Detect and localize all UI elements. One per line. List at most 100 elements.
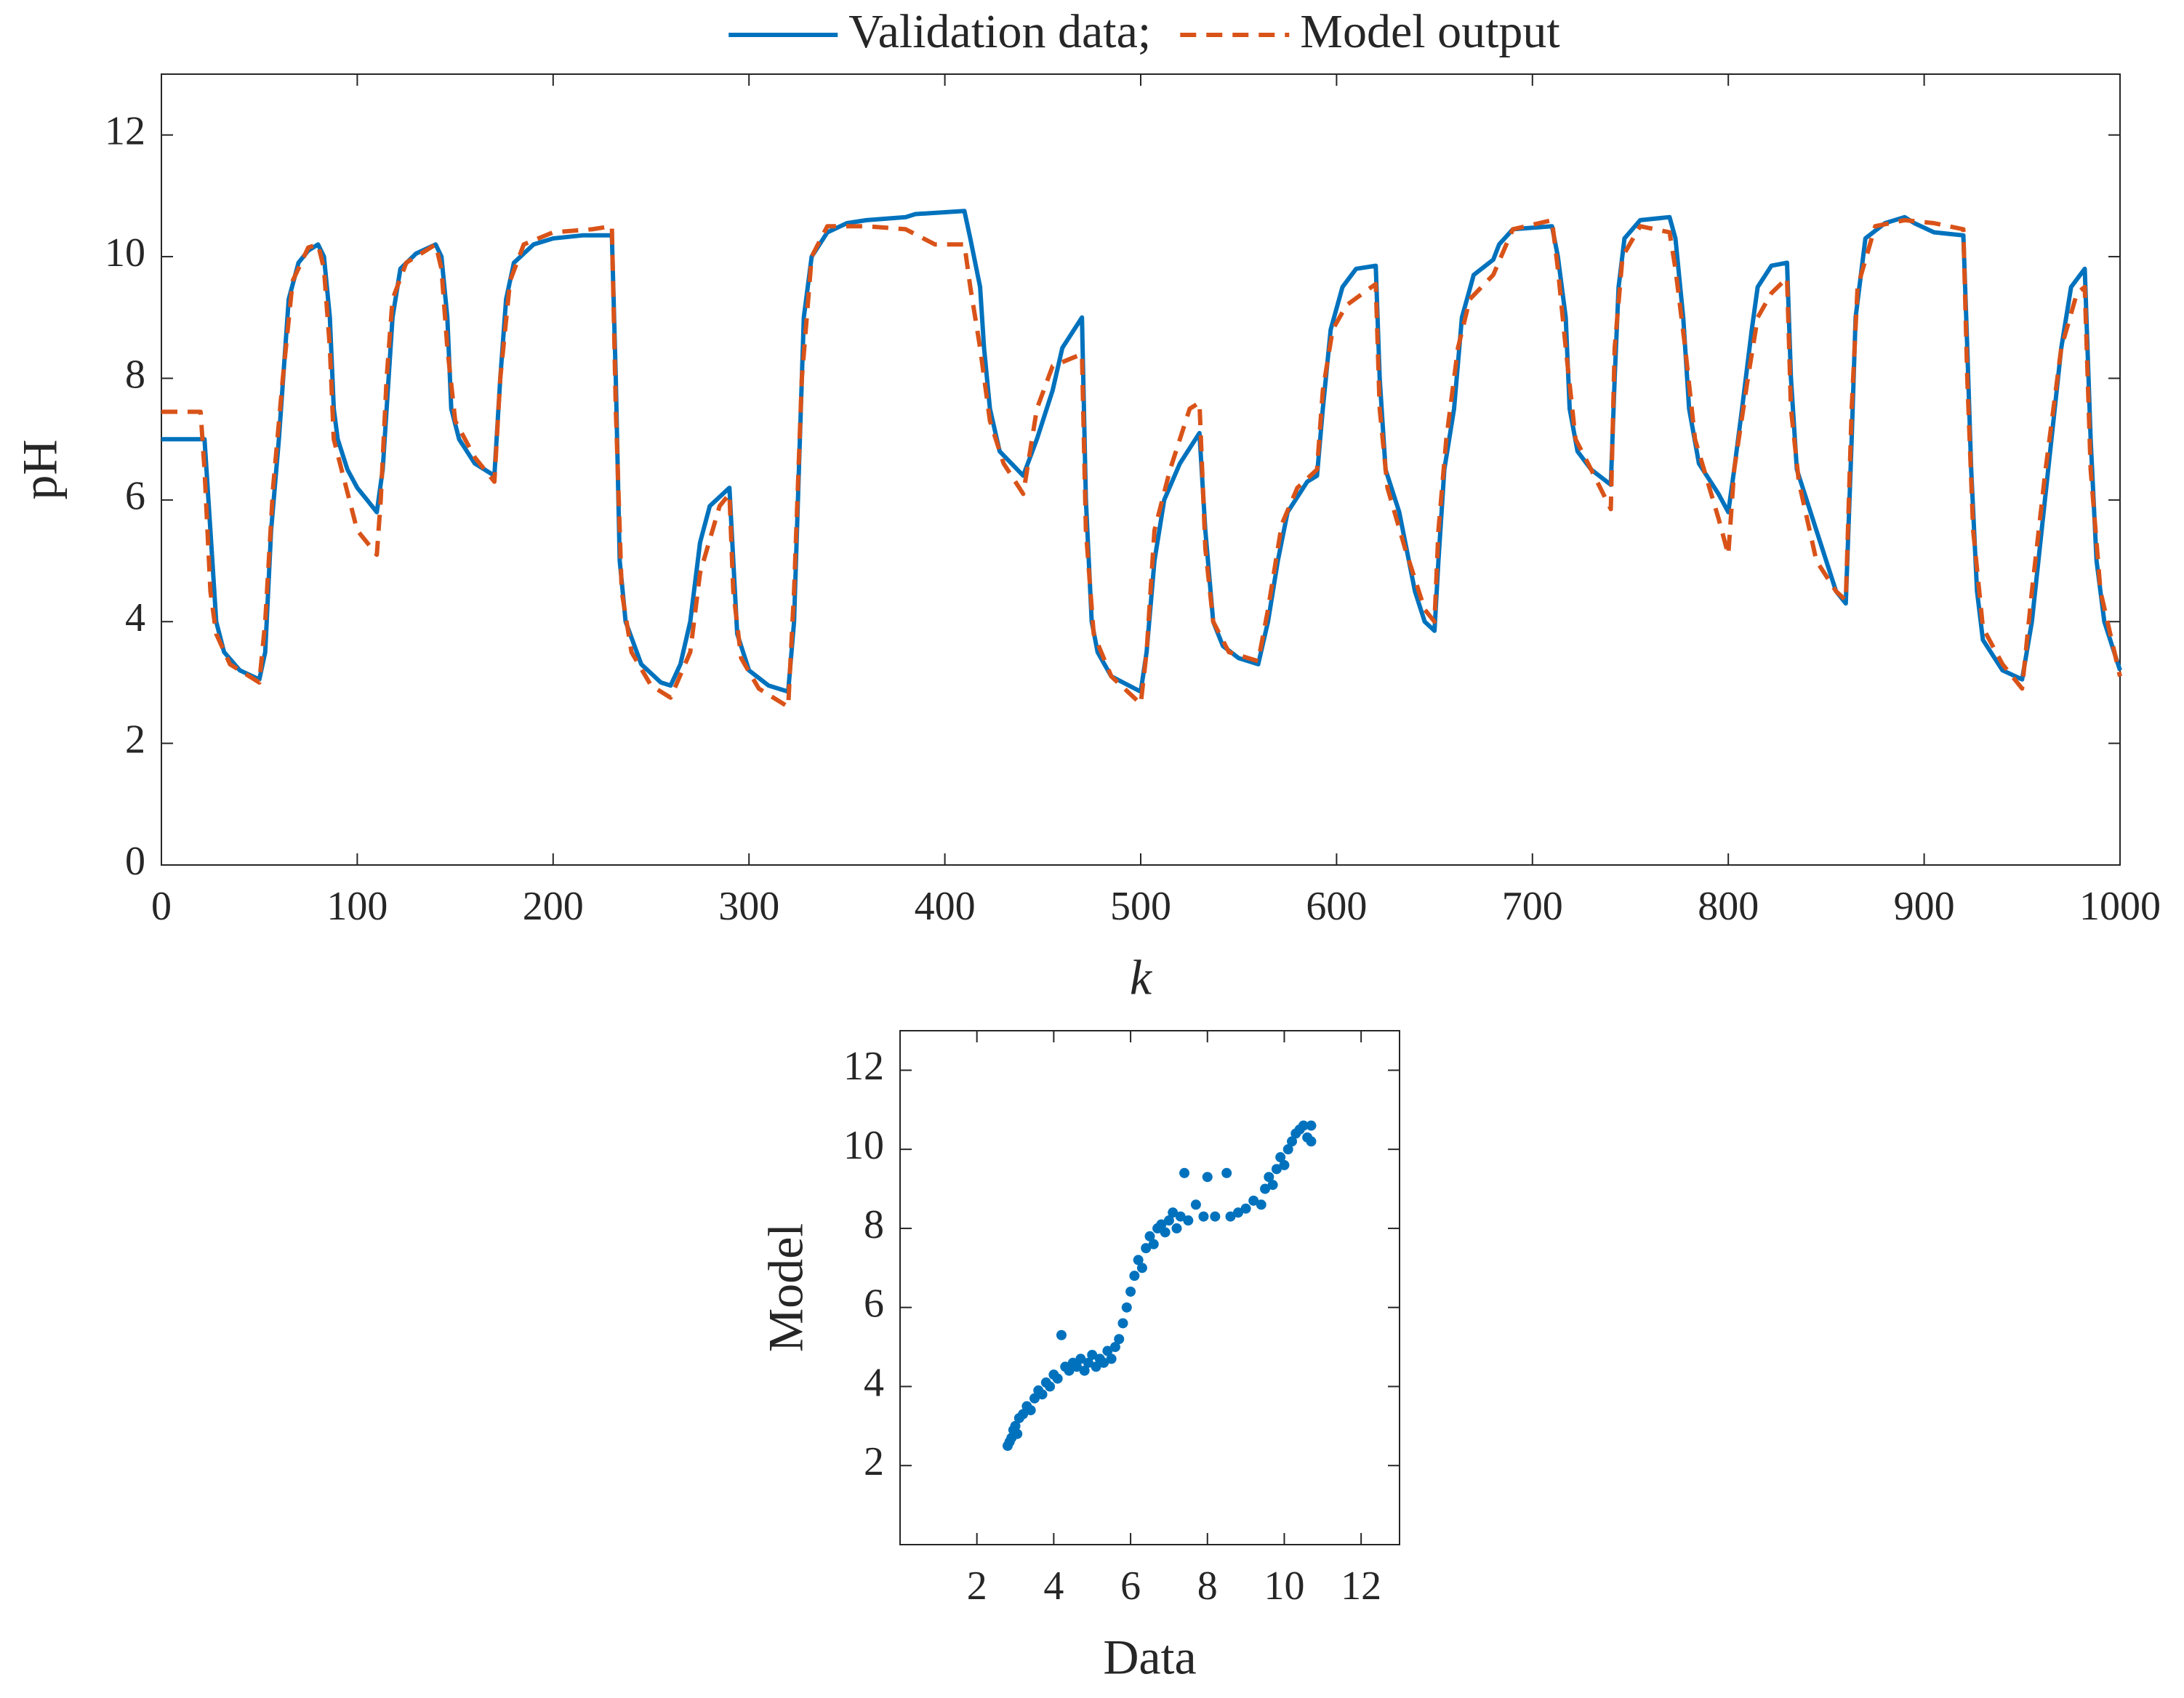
- x-tick-label: 8: [1197, 1564, 1218, 1609]
- scatter-point: [1129, 1271, 1140, 1281]
- scatter-point: [1156, 1219, 1167, 1230]
- scatter-point: [1087, 1349, 1098, 1360]
- scatter-point: [1279, 1159, 1290, 1170]
- scatter-point: [1168, 1207, 1179, 1218]
- y-tick-label: 6: [125, 474, 145, 519]
- scatter-point: [1267, 1180, 1278, 1191]
- scatter-point: [1025, 1405, 1036, 1416]
- x-tick-label: 800: [1698, 884, 1759, 929]
- scatter-point: [1141, 1243, 1152, 1254]
- scatter-point: [1225, 1211, 1236, 1222]
- scatter-point: [1275, 1152, 1286, 1163]
- scatter-point: [1256, 1199, 1266, 1210]
- x-axis-label: Data: [1103, 1630, 1196, 1685]
- scatter-point: [1133, 1255, 1144, 1266]
- y-tick-label: 4: [125, 595, 145, 640]
- y-tick-label: 12: [843, 1044, 884, 1089]
- y-tick-label: 2: [864, 1439, 884, 1484]
- x-tick-label: 1000: [2079, 884, 2161, 929]
- x-tick-label: 600: [1306, 884, 1367, 929]
- scatter-point: [1148, 1239, 1159, 1250]
- scatter-point: [1029, 1393, 1040, 1404]
- scatter-point: [1287, 1136, 1298, 1147]
- scatter-point: [1210, 1211, 1221, 1222]
- scatter-point: [1160, 1227, 1171, 1238]
- scatter-point: [1198, 1211, 1209, 1222]
- scatter-point: [1260, 1183, 1271, 1194]
- x-tick-label: 12: [1341, 1564, 1381, 1609]
- scatter-point: [1102, 1345, 1113, 1356]
- y-tick-label: 2: [125, 717, 145, 762]
- series-line: [161, 217, 2122, 709]
- scatter-point: [1075, 1353, 1086, 1364]
- scatter-point: [1056, 1329, 1067, 1340]
- scatter-point: [1052, 1373, 1063, 1384]
- scatter-point: [1306, 1120, 1317, 1131]
- scatter-point: [1114, 1334, 1125, 1345]
- scatter-point: [1079, 1365, 1090, 1376]
- x-tick-label: 300: [718, 884, 779, 929]
- y-axis-label: Model: [758, 1223, 814, 1353]
- scatter-point: [1163, 1215, 1174, 1226]
- x-tick-label: 10: [1264, 1564, 1304, 1609]
- y-tick-label: 12: [105, 109, 145, 154]
- scatter-point: [1099, 1357, 1109, 1368]
- x-tick-label: 500: [1110, 884, 1171, 929]
- scatter-point: [1264, 1172, 1274, 1183]
- scatter-point: [1248, 1195, 1259, 1206]
- scatter-point: [1072, 1361, 1083, 1372]
- x-tick-label: 0: [151, 884, 172, 929]
- scatter-point: [1064, 1365, 1075, 1376]
- x-axis-label: k: [1130, 950, 1153, 1005]
- x-tick-label: 700: [1502, 884, 1563, 929]
- y-tick-label: 0: [125, 839, 145, 884]
- plot-area: [161, 73, 2121, 866]
- legend-label: Model output: [1300, 5, 1560, 58]
- scatter-point: [1136, 1263, 1147, 1274]
- scatter-point: [1271, 1164, 1282, 1175]
- scatter-point: [1144, 1231, 1155, 1242]
- scatter-point: [1083, 1357, 1093, 1368]
- x-tick-label: 200: [523, 884, 584, 929]
- x-tick-label: 900: [1894, 884, 1955, 929]
- scatter-point: [1190, 1199, 1201, 1210]
- scatter-point: [1106, 1353, 1117, 1364]
- scatter-point: [1233, 1207, 1244, 1218]
- scatter-point: [1010, 1420, 1021, 1431]
- scatter-point: [1018, 1409, 1029, 1420]
- scatter-point: [1221, 1167, 1232, 1178]
- scatter-point: [1171, 1223, 1182, 1234]
- y-tick-label: 6: [864, 1281, 884, 1327]
- scatter-point: [1240, 1203, 1251, 1214]
- y-tick-label: 8: [864, 1202, 884, 1247]
- legend-label: Validation data;: [848, 5, 1151, 58]
- x-tick-label: 100: [326, 884, 388, 929]
- scatter-point: [1109, 1342, 1120, 1353]
- scatter-point: [1298, 1120, 1309, 1131]
- scatter-point: [1125, 1286, 1136, 1297]
- x-tick-label: 4: [1043, 1564, 1064, 1609]
- y-tick-label: 8: [125, 352, 145, 397]
- scatter-point: [1179, 1167, 1190, 1178]
- plot-area: [899, 1030, 1400, 1545]
- x-tick-label: 400: [915, 884, 976, 929]
- scatter-point: [1045, 1381, 1056, 1392]
- y-tick-label: 10: [105, 230, 145, 275]
- y-tick-label: 10: [843, 1123, 884, 1168]
- series-line: [161, 209, 2122, 694]
- scatter-point: [1037, 1389, 1048, 1400]
- y-axis-label: pH: [12, 439, 68, 499]
- scatter-point: [1121, 1302, 1132, 1313]
- scatter-point: [1183, 1215, 1194, 1226]
- x-tick-label: 6: [1120, 1564, 1141, 1609]
- scatter-point: [1091, 1361, 1101, 1372]
- scatter-point: [1175, 1211, 1186, 1222]
- scatter-point: [1012, 1428, 1023, 1439]
- scatter-point: [1282, 1144, 1293, 1155]
- scatter-point: [1202, 1172, 1213, 1183]
- scatter-point: [1306, 1136, 1317, 1147]
- scatter-point: [1117, 1318, 1128, 1329]
- x-tick-label: 2: [967, 1564, 987, 1609]
